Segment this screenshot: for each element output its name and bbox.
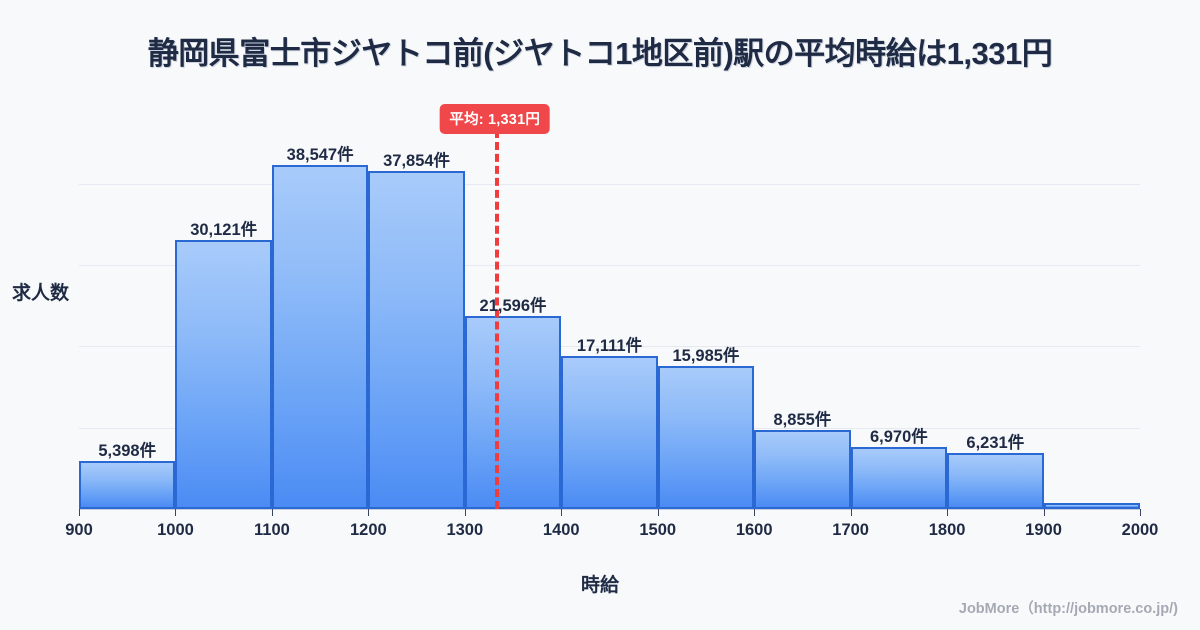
bar[interactable] [368, 171, 465, 509]
bar-value-label: 38,547件 [286, 146, 354, 165]
average-line [494, 130, 499, 509]
x-axis-tick-label: 1200 [350, 521, 387, 539]
bar[interactable] [175, 240, 272, 509]
x-axis-tick [464, 509, 466, 516]
x-axis-tick-label: 1500 [639, 521, 677, 539]
bar-value-label: 5,398件 [98, 441, 157, 460]
x-axis-tick [368, 509, 370, 516]
y-axis-title: 求人数 [12, 283, 70, 304]
x-axis-tick [79, 509, 80, 516]
x-axis-tick [657, 509, 659, 516]
x-axis-tick-label: 1700 [832, 521, 869, 539]
x-axis-tick [271, 509, 273, 516]
x-axis-tick-label: 1000 [157, 521, 194, 539]
x-axis-tick [561, 509, 563, 516]
plot-area [79, 130, 1140, 509]
x-axis-tick [1140, 509, 1141, 516]
bar-value-label: 17,111件 [576, 337, 643, 356]
x-axis-tick-label: 1600 [735, 521, 773, 539]
gridline [79, 264, 1140, 266]
x-axis-tick-label: 1900 [1025, 521, 1062, 539]
x-axis-tick [947, 509, 949, 516]
bar[interactable] [754, 430, 851, 509]
bar[interactable] [1043, 502, 1140, 509]
x-axis-tick [850, 509, 852, 516]
bar-value-label: 37,854件 [383, 152, 451, 171]
x-axis-tick-label: 1100 [254, 521, 290, 539]
bar-value-label: 30,121件 [190, 221, 258, 240]
x-axis-tick-label: 2000 [1121, 521, 1159, 539]
bar-value-label: 8,855件 [773, 411, 832, 430]
average-badge: 平均: 1,331円 [439, 104, 551, 134]
bar-value-label: 6,970件 [869, 427, 928, 446]
x-axis-baseline [79, 509, 1140, 510]
x-axis-tick-label: 900 [65, 521, 93, 539]
x-axis-tick [754, 509, 756, 516]
gridline [79, 345, 1140, 347]
x-axis-tick [1043, 509, 1045, 516]
footer-credit: JobMore（http://jobmore.co.jp/) [958, 601, 1178, 617]
gridline [79, 183, 1140, 185]
bar[interactable] [79, 460, 176, 509]
bar[interactable] [561, 356, 658, 509]
x-axis-tick-label: 1300 [446, 521, 484, 539]
x-axis-tick-label: 1400 [542, 521, 580, 539]
x-axis-title: 時給 [580, 575, 619, 596]
x-axis-tick [175, 509, 177, 516]
bar-value-label: 15,985件 [672, 347, 740, 366]
bar[interactable] [657, 366, 755, 509]
x-axis-tick-label: 1800 [928, 521, 966, 539]
bar[interactable] [947, 453, 1044, 509]
bar[interactable] [850, 446, 948, 509]
bar[interactable] [271, 165, 369, 509]
page-title: 静岡県富士市ジヤトコ前(ジヤトコ1地区前)駅の平均時給は1,331円 [147, 36, 1053, 71]
bar-value-label: 21,596件 [479, 297, 547, 316]
bar-value-label: 6,231件 [966, 434, 1025, 453]
bar[interactable] [464, 316, 562, 509]
